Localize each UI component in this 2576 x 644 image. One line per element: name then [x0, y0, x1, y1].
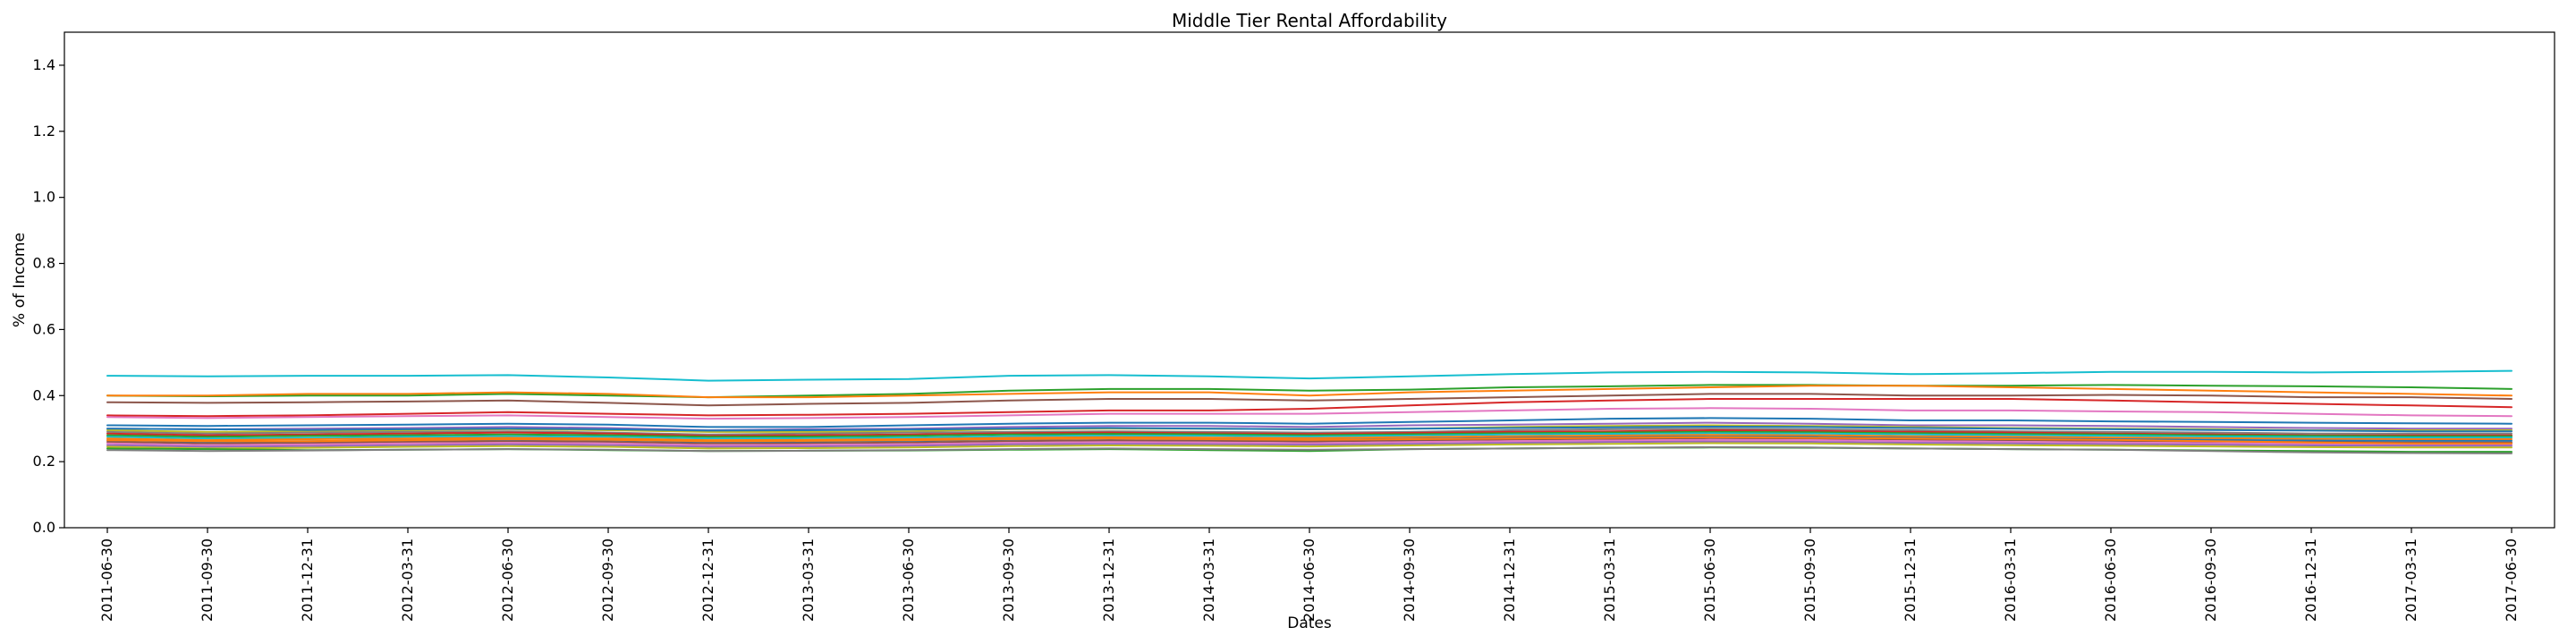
- chart-title: Middle Tier Rental Affordability: [1172, 10, 1447, 31]
- y-tick-label: 0.2: [33, 453, 55, 470]
- y-tick-label: 1.0: [33, 189, 55, 206]
- series-line-13: [106, 432, 2512, 440]
- series-line-12: [106, 430, 2512, 438]
- x-tick-label: 2017-03-31: [2402, 538, 2419, 622]
- x-tick-label: 2014-12-31: [1501, 538, 1518, 622]
- x-tick-label: 2015-12-31: [1902, 538, 1919, 622]
- x-tick-label: 2016-09-30: [2202, 538, 2219, 622]
- series-line-10: [106, 428, 2512, 436]
- x-tick-label: 2012-12-31: [699, 538, 716, 622]
- y-tick-label: 1.2: [33, 123, 55, 140]
- series-line-11: [106, 429, 2512, 437]
- y-tick-label: 0.8: [33, 255, 55, 272]
- x-tick-label: 2016-12-31: [2302, 538, 2319, 622]
- y-axis: 0.0 0.2 0.4 0.6 0.8 1.0 1.2 1.4: [33, 56, 64, 536]
- series-line-17: [106, 438, 2512, 446]
- plot-frame: [64, 31, 2555, 529]
- x-axis: 2011-06-30 2011-09-30 2011-12-31 2012-03-31…: [98, 528, 2520, 622]
- series-line-6: [106, 407, 2512, 420]
- x-tick-label: 2014-03-31: [1200, 538, 1217, 622]
- x-tick-label: 2015-09-30: [1801, 538, 1818, 622]
- y-axis-label: % of Income: [11, 233, 29, 327]
- plot-area: [64, 31, 2555, 529]
- x-tick-label: 2012-09-30: [599, 538, 616, 622]
- x-tick-label: 2013-09-30: [1000, 538, 1017, 622]
- series-line-21: [106, 445, 2512, 454]
- series-line-19: [106, 442, 2512, 450]
- x-tick-label: 2014-09-30: [1401, 538, 1418, 622]
- y-tick-label: 0.6: [33, 320, 55, 337]
- y-tick-label: 0.4: [33, 386, 55, 403]
- x-tick-label: 2013-03-31: [800, 538, 817, 622]
- y-tick-label: 0.0: [33, 519, 55, 536]
- series-line-8: [106, 421, 2512, 431]
- series-line-2: [106, 384, 2512, 399]
- series-line-4: [106, 393, 2512, 407]
- series-line-7: [106, 417, 2512, 428]
- series-line-3: [106, 385, 2512, 399]
- x-tick-label: 2015-03-31: [1601, 538, 1618, 622]
- x-tick-label: 2015-06-30: [1701, 538, 1718, 622]
- x-tick-label: 2014-06-30: [1301, 538, 1318, 622]
- x-tick-label: 2017-06-30: [2503, 538, 2520, 622]
- series-line-1: [106, 369, 2512, 382]
- x-tick-label: 2012-03-31: [399, 538, 416, 622]
- x-tick-label: 2011-09-30: [199, 538, 216, 622]
- series-line-23: [106, 426, 2512, 433]
- series-line-16: [106, 436, 2512, 445]
- x-tick-label: 2012-06-30: [499, 538, 516, 622]
- series-line-5: [106, 398, 2512, 418]
- series-line-18: [106, 440, 2512, 448]
- x-axis-label: Dates: [1287, 614, 1332, 632]
- x-tick-label: 2011-12-31: [299, 538, 316, 622]
- series-line-14: [106, 434, 2512, 442]
- x-tick-label: 2013-12-31: [1100, 538, 1117, 622]
- x-tick-label: 2011-06-30: [98, 538, 115, 622]
- x-tick-label: 2013-06-30: [900, 538, 917, 622]
- x-tick-label: 2016-03-31: [2002, 538, 2019, 622]
- y-tick-label: 1.4: [33, 56, 55, 73]
- series-line-22: [106, 436, 2512, 445]
- x-tick-label: 2016-06-30: [2102, 538, 2119, 622]
